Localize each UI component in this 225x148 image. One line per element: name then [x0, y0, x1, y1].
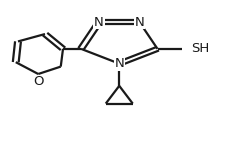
- Text: O: O: [33, 75, 43, 89]
- Text: N: N: [94, 16, 104, 29]
- Text: N: N: [114, 57, 124, 70]
- Text: SH: SH: [191, 42, 209, 55]
- Text: N: N: [135, 16, 144, 29]
